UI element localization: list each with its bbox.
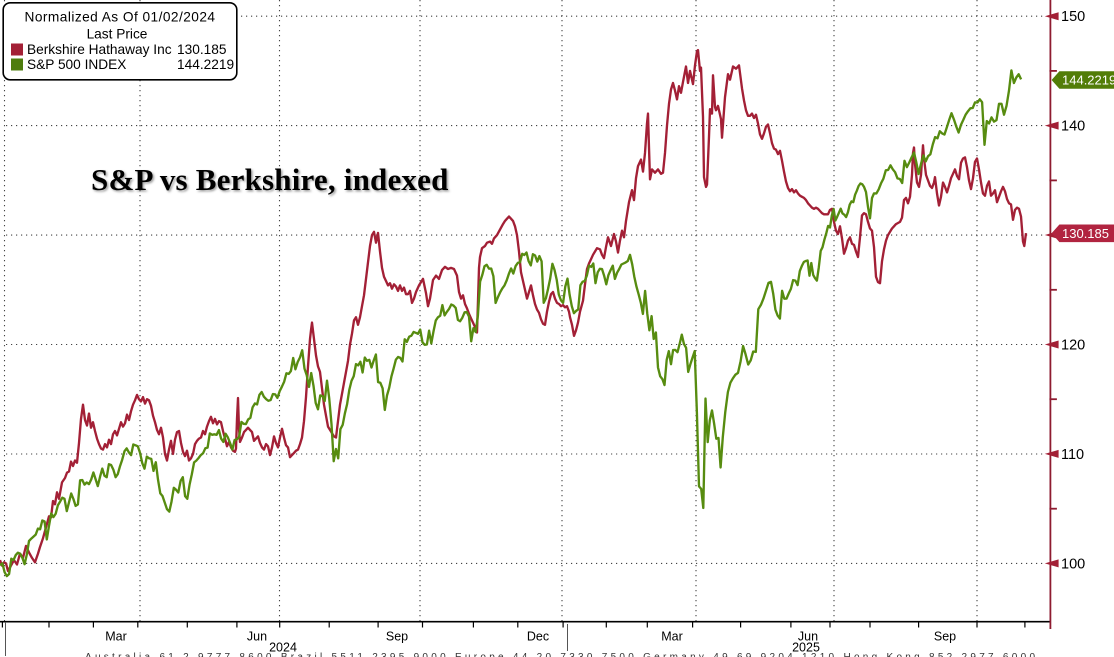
svg-text:130.185: 130.185: [177, 42, 227, 57]
svg-text:130.185: 130.185: [1062, 226, 1109, 241]
svg-text:Jun: Jun: [247, 630, 267, 644]
svg-text:144.2219: 144.2219: [1062, 73, 1114, 88]
svg-text:Berkshire Hathaway Inc: Berkshire Hathaway Inc: [27, 42, 172, 57]
svg-text:Jun: Jun: [798, 630, 818, 644]
svg-text:100: 100: [1061, 556, 1085, 572]
svg-text:144.2219: 144.2219: [177, 57, 234, 72]
svg-text:Normalized As Of 01/02/2024: Normalized As Of 01/02/2024: [25, 10, 216, 25]
svg-text:Sep: Sep: [386, 630, 408, 644]
svg-text:Sep: Sep: [934, 630, 956, 644]
svg-text:140: 140: [1061, 119, 1085, 135]
svg-text:S&P vs Berkshire, indexed: S&P vs Berkshire, indexed: [91, 162, 449, 197]
svg-text:Last Price: Last Price: [87, 27, 148, 42]
svg-text:2025: 2025: [792, 641, 820, 655]
svg-text:150: 150: [1061, 9, 1085, 25]
svg-text:S&P 500 INDEX: S&P 500 INDEX: [27, 57, 126, 72]
svg-text:110: 110: [1061, 447, 1084, 463]
svg-text:Mar: Mar: [661, 630, 683, 644]
svg-text:Mar: Mar: [105, 630, 127, 644]
svg-text:Dec: Dec: [527, 630, 549, 644]
svg-text:Australia 61 2 9777 8600 Brazi: Australia 61 2 9777 8600 Brazil 5511 239…: [85, 652, 1035, 657]
svg-text:120: 120: [1061, 338, 1085, 354]
svg-text:2024: 2024: [269, 641, 297, 655]
